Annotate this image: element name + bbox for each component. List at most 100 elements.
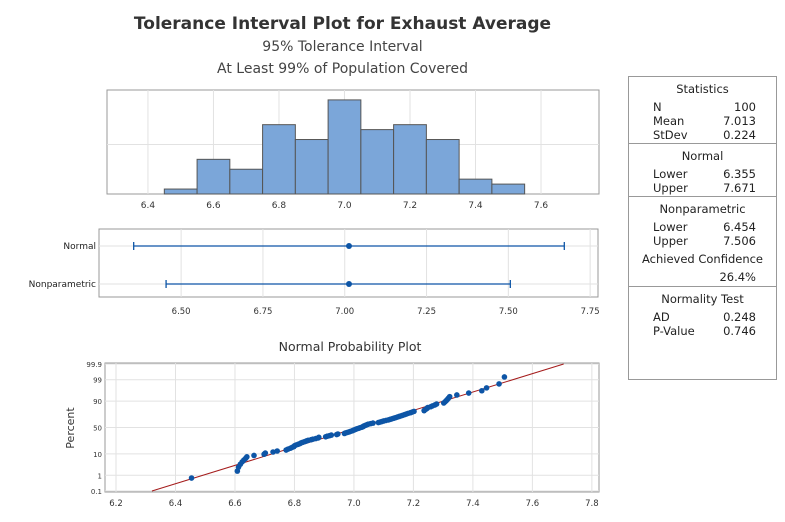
- data-point: [483, 385, 490, 391]
- nonparametric-section: Nonparametric Lower 6.454 Upper 7.506 Achi…: [629, 197, 776, 287]
- histogram-bar: [229, 168, 264, 195]
- stat-label: Lower: [653, 167, 688, 181]
- normal-lower-row: Lower 6.355: [629, 167, 776, 181]
- achieved-confidence-label: Achieved Confidence: [641, 252, 764, 266]
- stat-value: 0.224: [723, 128, 756, 142]
- probability-x-tick-label: 6.4: [169, 499, 183, 509]
- stat-label: Lower: [653, 220, 688, 234]
- chart-subtitle-confidence: 95% Tolerance Interval: [262, 39, 423, 55]
- probability-x-tick-label: 7.8: [585, 499, 599, 509]
- probability-y-tick-label: 50: [93, 425, 102, 433]
- normality-test-header: Normality Test: [661, 292, 744, 306]
- normal-upper-row: Upper 7.671: [629, 181, 776, 195]
- histogram-bar: [491, 183, 526, 195]
- stat-label: P-Value: [653, 324, 695, 338]
- ad-row: AD 0.248: [629, 310, 776, 324]
- data-point: [411, 408, 417, 415]
- histogram-x-tick-label: 6.6: [206, 201, 221, 211]
- interval-row-label: Normal: [63, 242, 96, 252]
- stat-value: 6.454: [723, 220, 756, 234]
- probability-x-tick-label: 7.6: [526, 499, 540, 509]
- data-point: [274, 448, 281, 454]
- data-point: [370, 420, 376, 426]
- histogram-bar: [458, 178, 493, 195]
- data-point: [251, 452, 257, 459]
- stat-value: 6.355: [723, 167, 756, 181]
- histogram-x-tick-label: 7.6: [534, 201, 549, 211]
- data-point: [328, 432, 335, 438]
- histogram-bar: [327, 99, 362, 195]
- histogram-bar: [196, 158, 231, 195]
- data-point: [479, 387, 485, 394]
- stat-value: 7.671: [723, 181, 756, 195]
- chart-subtitle-coverage: At Least 99% of Population Covered: [217, 61, 468, 77]
- nonparametric-header: Nonparametric: [659, 202, 746, 216]
- stat-label: StDev: [653, 128, 688, 142]
- nonparametric-lower-row: Lower 6.454: [629, 220, 776, 234]
- probability-x-tick-label: 7.2: [407, 499, 421, 509]
- nonparametric-upper-row: Upper 7.506: [629, 234, 776, 248]
- stat-row-stdev: StDev 0.224: [629, 128, 776, 142]
- probability-y-tick-label: 10: [93, 451, 102, 459]
- stat-value: 7.013: [723, 114, 756, 128]
- normal-section: Normal Lower 6.355 Upper 7.671: [629, 144, 776, 197]
- data-point: [335, 431, 341, 437]
- data-point: [433, 401, 440, 407]
- data-point: [465, 390, 472, 396]
- interval-row-label: Nonparametric: [29, 280, 96, 290]
- data-point: [188, 475, 195, 481]
- statistics-panel: Statistics N 100 Mean 7.013 StDev 0.224 Nor…: [628, 76, 777, 380]
- stat-value: 7.506: [723, 234, 756, 248]
- histogram-bar: [360, 129, 395, 195]
- probability-x-tick-label: 6.8: [288, 499, 302, 509]
- statistics-header: Statistics: [676, 82, 729, 96]
- probability-y-tick-label: 99: [93, 377, 102, 385]
- histogram-bar: [262, 124, 296, 195]
- stat-label: Upper: [653, 234, 688, 248]
- stat-label: Mean: [653, 114, 685, 128]
- probability-x-tick-label: 6.6: [228, 499, 242, 509]
- data-point: [316, 434, 322, 441]
- stat-value: 0.248: [723, 310, 756, 324]
- probability-x-tick-label: 6.2: [109, 499, 123, 509]
- stat-label: AD: [653, 310, 670, 324]
- histogram-x-tick-label: 6.4: [141, 201, 156, 211]
- data-point: [454, 392, 460, 398]
- interval-x-tick-label: 6.50: [172, 307, 191, 317]
- data-point: [446, 393, 453, 400]
- p-value-row: P-Value 0.746: [629, 324, 776, 338]
- interval-x-tick-label: 7.00: [335, 307, 354, 317]
- histogram-x-tick-label: 7.0: [337, 201, 352, 211]
- data-point: [244, 454, 250, 460]
- stat-value: 0.746: [723, 324, 756, 338]
- probability-y-tick-label: 99.9: [86, 361, 102, 369]
- interval-x-tick-label: 7.75: [581, 307, 600, 317]
- stat-row-mean: Mean 7.013: [629, 114, 776, 128]
- interval-x-tick-label: 7.50: [499, 307, 518, 317]
- interval-center-point: [345, 281, 352, 287]
- data-point: [501, 374, 508, 380]
- probability-x-tick-label: 7.4: [466, 499, 480, 509]
- histogram-x-tick-label: 6.8: [272, 201, 287, 211]
- interval-x-tick-label: 6.75: [253, 307, 272, 317]
- stat-value: 100: [734, 100, 756, 114]
- probability-y-axis-label: Percent: [64, 407, 77, 449]
- stat-label: Upper: [653, 181, 688, 195]
- probability-plot-title: Normal Probability Plot: [279, 339, 422, 354]
- histogram-bar: [163, 188, 198, 195]
- histogram-bar: [425, 139, 460, 195]
- data-point: [496, 381, 502, 387]
- achieved-confidence-value: 26.4%: [719, 270, 756, 284]
- stat-row-n: N 100: [629, 100, 776, 114]
- probability-x-tick-label: 7.0: [347, 499, 361, 509]
- histogram-x-tick-label: 7.4: [468, 201, 483, 211]
- probability-y-tick-label: 1: [98, 472, 102, 480]
- probability-y-tick-label: 0.1: [91, 488, 102, 496]
- data-point: [262, 450, 269, 456]
- plot-area: 6.4 6.6 6.8 7.0 7.2 7.4 7.6 6.50 6.75 7.00 7.25 7.5…: [29, 89, 600, 509]
- histogram-x-tick-label: 7.2: [403, 201, 417, 211]
- interval-center-point: [345, 243, 352, 249]
- normal-header: Normal: [681, 149, 724, 163]
- statistics-section: Statistics N 100 Mean 7.013 StDev 0.224: [629, 77, 776, 144]
- normality-test-section: Normality Test AD 0.248 P-Value 0.746: [629, 287, 776, 339]
